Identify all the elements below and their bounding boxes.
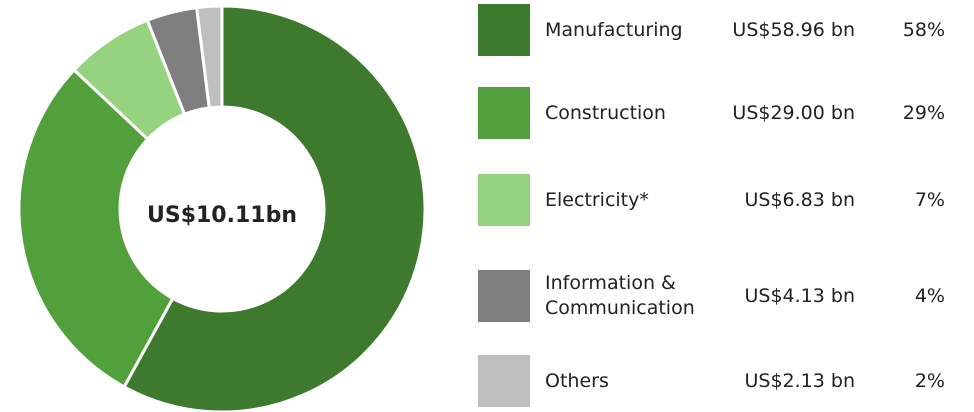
- legend-label: Electricity*: [545, 188, 649, 211]
- percent-label: 58%: [902, 19, 945, 41]
- legend-item: Others US$2.13 bn 2%: [478, 355, 968, 407]
- center-label: US$10.11bn: [147, 203, 297, 228]
- legend-item: Manufacturing US$58.96 bn 58%: [478, 4, 968, 56]
- legend-label: Others: [545, 369, 609, 392]
- legend-item: Information & Communication US$4.13 bn 4%: [478, 270, 968, 322]
- amount-label: US$4.13 bn: [744, 285, 855, 307]
- legend-swatch: [478, 4, 530, 56]
- legend-swatch: [478, 270, 530, 322]
- slice: [17, 67, 175, 389]
- donut: US$10.11bn: [17, 4, 427, 412]
- legend-item: Construction US$29.00 bn 29%: [478, 87, 968, 139]
- percent-label: 2%: [914, 370, 945, 392]
- slice: [122, 4, 427, 412]
- percent-label: 7%: [914, 189, 945, 211]
- percent-label: 29%: [902, 102, 945, 124]
- legend-item: Electricity* US$6.83 bn 7%: [478, 174, 968, 226]
- amount-label: US$6.83 bn: [744, 189, 855, 211]
- legend-label: Manufacturing: [545, 18, 683, 41]
- amount-label: US$2.13 bn: [744, 370, 855, 392]
- legend-label: Construction: [545, 101, 666, 124]
- legend-swatch: [478, 174, 530, 226]
- amount-label: US$58.96 bn: [732, 19, 855, 41]
- legend-swatch: [478, 87, 530, 139]
- amount-label: US$29.00 bn: [732, 102, 855, 124]
- percent-label: 4%: [914, 285, 945, 307]
- legend-label: Information & Communication: [545, 272, 695, 319]
- slice: [145, 5, 211, 117]
- slice: [71, 18, 187, 142]
- legend-swatch: [478, 355, 530, 407]
